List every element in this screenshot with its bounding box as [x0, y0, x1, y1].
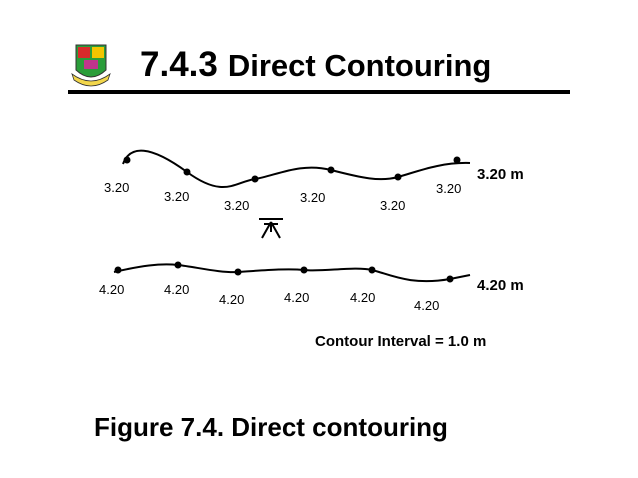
- title-rule: [68, 90, 570, 94]
- point-label: 3.20: [436, 181, 461, 196]
- contour-line: [122, 149, 471, 188]
- instrument-icon: [259, 218, 283, 239]
- point-label: 4.20: [219, 292, 244, 307]
- figure-caption: Figure 7.4. Direct contouring: [94, 412, 448, 442]
- point: [327, 166, 335, 174]
- logo: [71, 44, 111, 87]
- point-label: 3.20: [224, 198, 249, 213]
- contour-label: 3.20 m: [477, 166, 524, 183]
- point-label: 4.20: [284, 290, 309, 305]
- survey-points: [114, 261, 454, 283]
- title: 7.4.3 Direct Contouring: [140, 45, 491, 84]
- point: [368, 266, 376, 274]
- point-label: 4.20: [414, 298, 439, 313]
- point-label: 3.20: [164, 189, 189, 204]
- point: [453, 156, 461, 164]
- point: [394, 173, 402, 181]
- point-label: 3.20: [104, 180, 129, 195]
- title-text: Direct Contouring: [228, 48, 492, 83]
- point: [234, 268, 242, 276]
- point: [174, 261, 182, 269]
- point: [114, 266, 122, 274]
- point-label: 4.20: [99, 282, 124, 297]
- point-label: 3.20: [380, 198, 405, 213]
- point: [300, 266, 308, 274]
- survey-points: [123, 156, 461, 183]
- contour-label: 4.20 m: [477, 277, 524, 294]
- point: [446, 275, 454, 283]
- contour-line: [113, 263, 471, 283]
- point: [183, 168, 191, 176]
- point: [251, 175, 259, 183]
- contour-interval-note: Contour Interval = 1.0 m: [315, 333, 486, 350]
- point: [123, 156, 131, 164]
- point-label: 3.20: [300, 190, 325, 205]
- section-number: 7.4.3: [140, 45, 218, 84]
- point-label: 4.20: [350, 290, 375, 305]
- point-label: 4.20: [164, 282, 189, 297]
